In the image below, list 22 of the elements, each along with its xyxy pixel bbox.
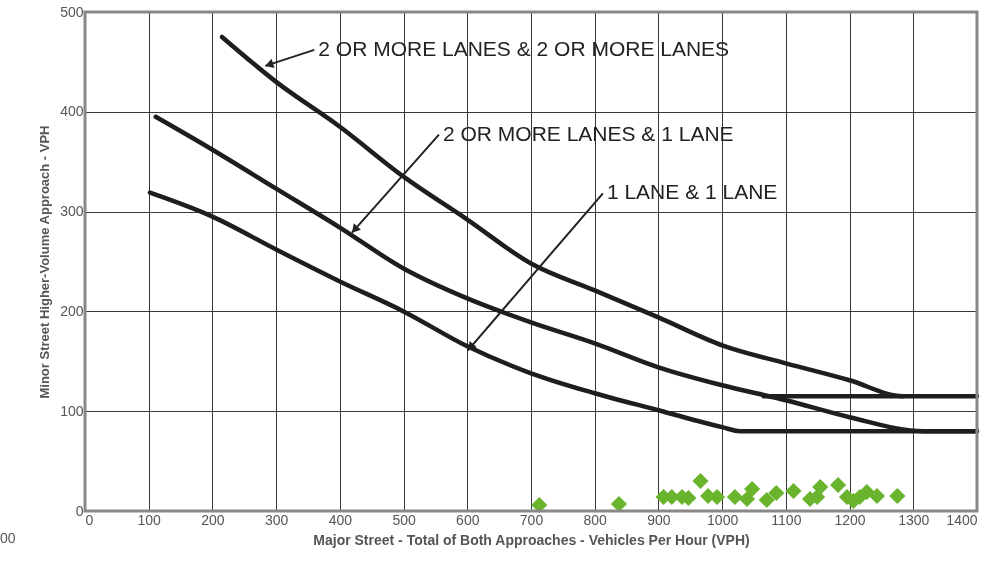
y-tick-label: 500 <box>60 3 84 20</box>
x-tick-label: 1400 <box>946 511 978 528</box>
x-tick-label: 800 <box>583 511 608 528</box>
x-tick-label: 300 <box>264 511 289 528</box>
x-tick-label: 600 <box>456 511 480 528</box>
y-tick-label: 100 <box>60 402 84 419</box>
x-tick-label: 1200 <box>834 511 866 528</box>
x-tick-label: 700 <box>519 511 544 528</box>
x-tick-label: 400 <box>328 511 353 528</box>
x-tick-label: 500 <box>392 511 416 528</box>
y-axis-title: Minor Street Higher-Volume Approach - VPH <box>37 125 53 399</box>
x-tick-label: 100 <box>137 511 162 528</box>
y-tick-label: 400 <box>60 103 84 120</box>
text: 00 <box>0 530 16 546</box>
y-tick-label: 300 <box>60 203 84 220</box>
x-tick-label: 1000 <box>707 511 739 528</box>
x-tick-label: 1100 <box>771 511 802 528</box>
x-tick-label: 900 <box>647 511 671 528</box>
x-axis-title: Major Street - Total of Both Approaches - Vehicles Per Hour (VPH) <box>313 531 750 548</box>
y-tick-label: 200 <box>60 302 84 319</box>
x-tick-label: 1300 <box>898 511 930 528</box>
x-tick-label: 200 <box>201 511 225 528</box>
